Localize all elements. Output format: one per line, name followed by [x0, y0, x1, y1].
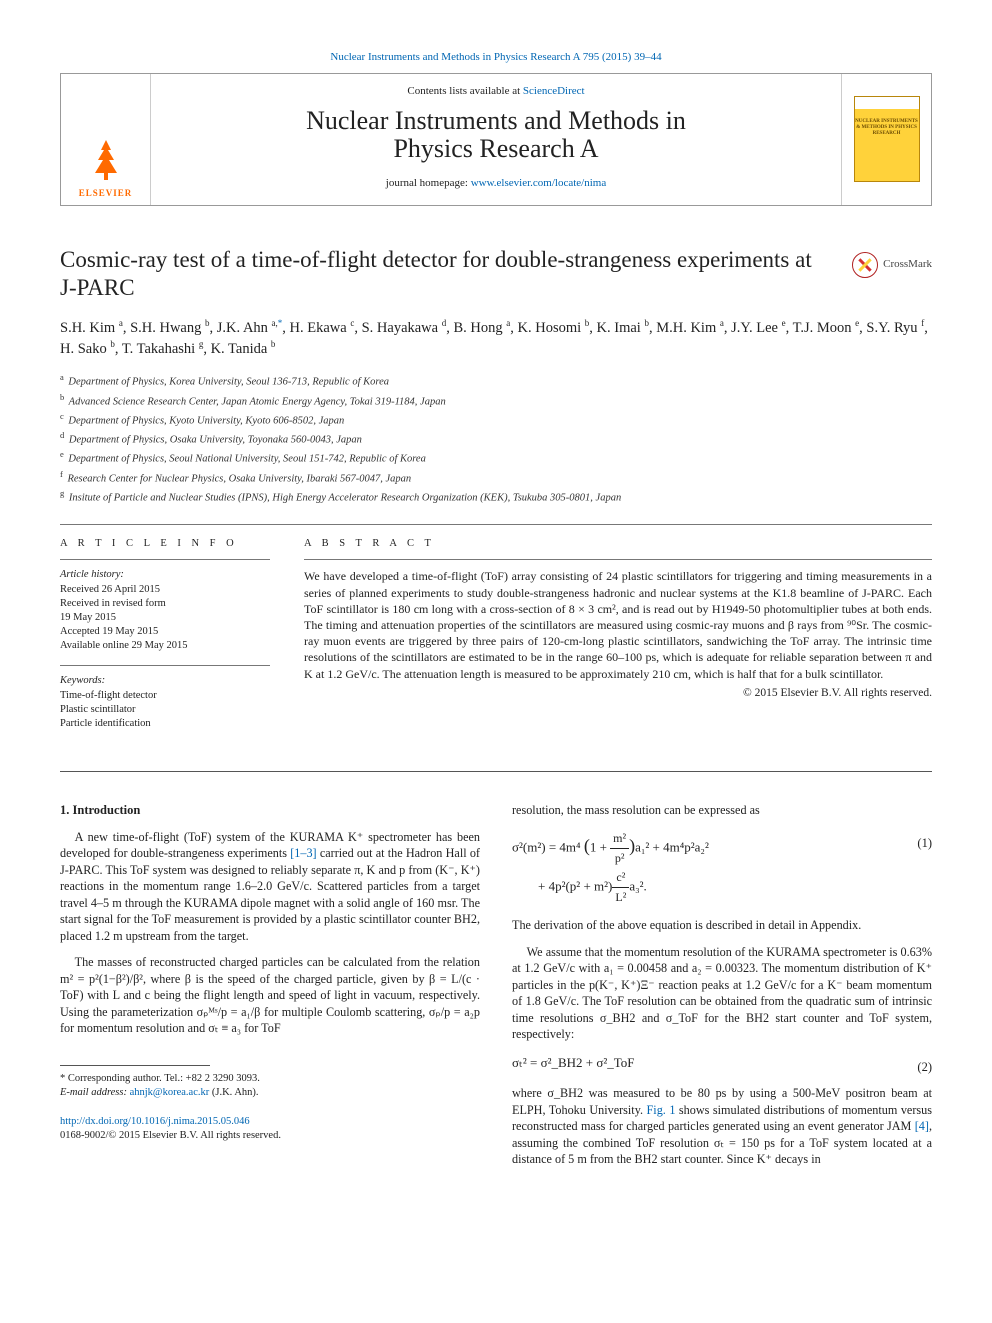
corresponding-author-footnote: * Corresponding author. Tel.: +82 2 3290… — [60, 1072, 480, 1101]
sciencedirect-link[interactable]: ScienceDirect — [523, 85, 585, 97]
history-line: Available online 29 May 2015 — [60, 639, 270, 653]
figure-link[interactable]: Fig. 1 — [647, 1103, 676, 1117]
crossmark-icon — [852, 252, 878, 278]
header-center: Contents lists available at ScienceDirec… — [151, 74, 841, 205]
journal-name: Nuclear Instruments and Methods in Physi… — [159, 107, 833, 164]
equation-number: (1) — [904, 829, 932, 852]
equation-1: σ²(m²) = 4m⁴ (1 + m²p²)a₁² + 4m⁴p²a₂² + … — [512, 829, 932, 908]
paragraph: where σ_BH2 was measured to be 80 ps by … — [512, 1085, 932, 1167]
author-list: S.H. Kim a, S.H. Hwang b, J.K. Ahn a,*, … — [60, 317, 932, 359]
citation-link[interactable]: [1–3] — [290, 846, 316, 860]
section-1-heading: 1. Introduction — [60, 802, 480, 819]
paragraph: The derivation of the above equation is … — [512, 917, 932, 933]
abstract-column: A B S T R A C T We have developed a time… — [304, 537, 932, 743]
history-line: 19 May 2015 — [60, 611, 270, 625]
section-divider — [60, 771, 932, 772]
keyword-item: Plastic scintillator — [60, 703, 270, 717]
history-line: Accepted 19 May 2015 — [60, 625, 270, 639]
column-right: resolution, the mass resolution can be e… — [512, 802, 932, 1178]
equation-2: σₜ² = σ²_BH2 + σ²_ToF (2) — [512, 1053, 932, 1076]
author-email-link[interactable]: ahnjk@korea.ac.kr — [130, 1087, 210, 1098]
article-history-block: Article history: Received 26 April 2015R… — [60, 559, 270, 653]
body-two-column: 1. Introduction A new time-of-flight (To… — [60, 802, 932, 1178]
keywords-label: Keywords: — [60, 675, 105, 686]
affiliation-item: c Department of Physics, Kyoto Universit… — [60, 410, 932, 429]
abstract-copyright: © 2015 Elsevier B.V. All rights reserved… — [304, 686, 932, 702]
journal-cover-thumbnail[interactable]: NUCLEAR INSTRUMENTS & METHODS IN PHYSICS… — [854, 96, 920, 182]
affiliation-list: a Department of Physics, Korea Universit… — [60, 371, 932, 506]
divider — [60, 524, 932, 525]
equation-number: (2) — [904, 1053, 932, 1076]
journal-name-link[interactable]: Nuclear Instruments and Methods in Physi… — [330, 51, 580, 63]
journal-citation-header: Nuclear Instruments and Methods in Physi… — [60, 50, 932, 65]
keyword-item: Particle identification — [60, 717, 270, 731]
column-left: 1. Introduction A new time-of-flight (To… — [60, 802, 480, 1178]
affiliation-item: g Insitute of Particle and Nuclear Studi… — [60, 487, 932, 506]
abstract-body: We have developed a time-of-flight (ToF)… — [304, 559, 932, 701]
history-line: Received 26 April 2015 — [60, 583, 270, 597]
journal-homepage-link[interactable]: www.elsevier.com/locate/nima — [471, 177, 607, 189]
crossmark-widget[interactable]: CrossMark — [852, 252, 932, 278]
citation-link[interactable]: [4] — [915, 1119, 929, 1133]
paragraph: We assume that the momentum resolution o… — [512, 944, 932, 1043]
journal-header-bar: ELSEVIER Contents lists available at Sci… — [60, 73, 932, 206]
elsevier-wordmark: ELSEVIER — [79, 187, 133, 199]
affiliation-item: e Department of Physics, Seoul National … — [60, 448, 932, 467]
keyword-item: Time-of-flight detector — [60, 689, 270, 703]
article-title: Cosmic-ray test of a time-of-flight dete… — [60, 246, 832, 304]
article-info-heading: A R T I C L E I N F O — [60, 537, 270, 551]
elsevier-logo[interactable]: ELSEVIER — [71, 121, 141, 199]
journal-cover-cell: NUCLEAR INSTRUMENTS & METHODS IN PHYSICS… — [841, 74, 931, 205]
affiliation-item: f Research Center for Nuclear Physics, O… — [60, 468, 932, 487]
article-info-column: A R T I C L E I N F O Article history: R… — [60, 537, 270, 743]
abstract-heading: A B S T R A C T — [304, 537, 932, 551]
paragraph: resolution, the mass resolution can be e… — [512, 802, 932, 818]
keywords-block: Keywords: Time-of-flight detectorPlastic… — [60, 665, 270, 731]
journal-homepage-line: journal homepage: www.elsevier.com/locat… — [159, 176, 833, 191]
history-line: Received in revised form — [60, 597, 270, 611]
paragraph: A new time-of-flight (ToF) system of the… — [60, 829, 480, 944]
contents-lists-line: Contents lists available at ScienceDirec… — [159, 84, 833, 99]
affiliation-item: b Advanced Science Research Center, Japa… — [60, 391, 932, 410]
affiliation-item: a Department of Physics, Korea Universit… — [60, 371, 932, 390]
affiliation-item: d Department of Physics, Osaka Universit… — [60, 429, 932, 448]
crossmark-label: CrossMark — [883, 257, 932, 272]
paragraph: The masses of reconstructed charged part… — [60, 954, 480, 1036]
doi-block: http://dx.doi.org/10.1016/j.nima.2015.05… — [60, 1115, 480, 1143]
elsevier-tree-icon — [81, 135, 131, 185]
article-history-label: Article history: — [60, 569, 124, 580]
footnote-separator — [60, 1065, 210, 1066]
doi-link[interactable]: http://dx.doi.org/10.1016/j.nima.2015.05… — [60, 1116, 250, 1127]
publisher-logo-cell: ELSEVIER — [61, 74, 151, 205]
